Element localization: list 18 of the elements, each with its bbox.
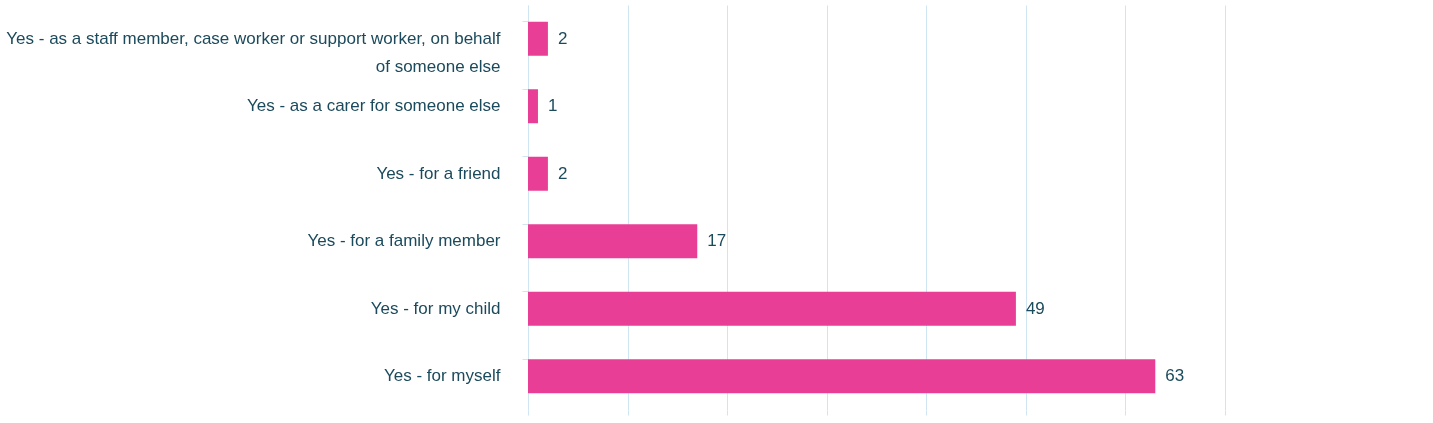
- y-tick-label: Yes - for a family member: [307, 231, 501, 251]
- y-tick-label: Yes - for my child: [370, 298, 501, 318]
- y-tick-label: Yes - for a friend: [376, 163, 501, 183]
- data-label: 49: [1025, 298, 1045, 318]
- data-label: 63: [1165, 366, 1185, 386]
- bar: [528, 291, 1016, 326]
- data-label: 1: [547, 96, 558, 116]
- y-tick-label: Yes - for myself: [383, 366, 501, 386]
- bar: [528, 156, 548, 191]
- data-label: 2: [557, 163, 568, 183]
- bar: [528, 21, 548, 56]
- y-tick-label: Yes - as a staff member, case worker or support worker, on behalf of someone else: [6, 28, 501, 76]
- bar: [528, 89, 538, 124]
- data-label: 2: [557, 28, 568, 48]
- bar: [528, 224, 698, 259]
- data-label: 17: [707, 231, 727, 251]
- bar: [528, 359, 1156, 394]
- y-tick-label: Yes - as a carer for someone else: [246, 96, 501, 116]
